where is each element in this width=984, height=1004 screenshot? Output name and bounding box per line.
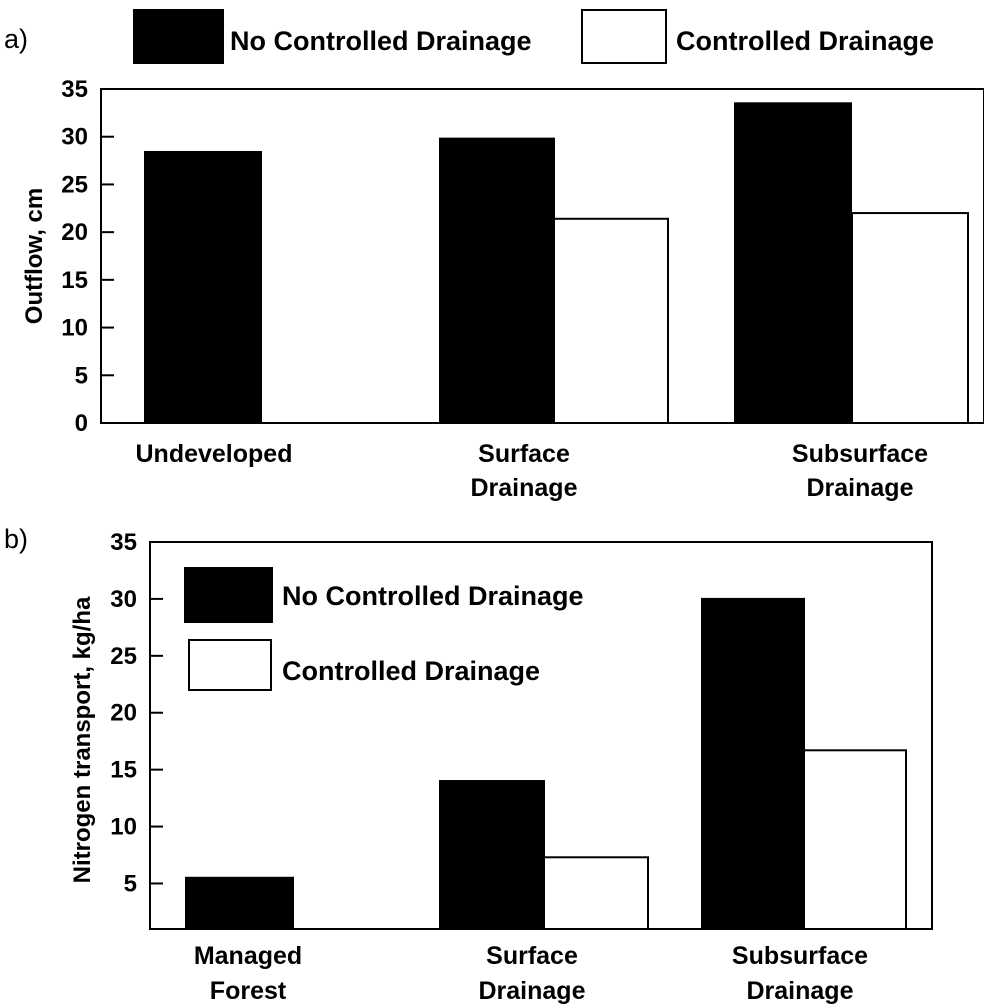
panel-b-y-axis-title: Nitrogen transport, kg/ha xyxy=(69,596,96,883)
panel-b-category-label-line: Surface xyxy=(486,942,578,970)
panel-b-bar-no-controlled xyxy=(439,780,545,930)
panel-b-y-tick-label: 10 xyxy=(110,814,137,841)
panel-a-y-ticks: 0 5 10 15 20 25 30 35 xyxy=(61,76,114,437)
panel-b-bars xyxy=(185,597,907,931)
panel-a-bar-no-controlled xyxy=(439,137,555,424)
panel-b-category-label: Subsurface Drainage xyxy=(732,942,868,1004)
panel-b-y-ticks: 5 10 15 20 25 30 35 xyxy=(110,529,163,897)
panel-b-y-tick-label: 5 xyxy=(124,870,137,897)
panel-a-legend-swatch-no-controlled xyxy=(133,9,224,64)
panel-b-bar-controlled xyxy=(803,749,907,930)
panel-b-category-labels: Managed Forest Surface Drainage Subsurface Dr… xyxy=(194,942,868,1004)
panel-b-category-label: Managed Forest xyxy=(194,942,302,1004)
panel-a-y-tick-label: 0 xyxy=(75,410,88,437)
panel-b-y-tick-label: 25 xyxy=(110,643,137,670)
panel-a-bar-no-controlled xyxy=(734,102,852,424)
panel-a-category-labels: Undeveloped Surface Drainage Subsurface Drai… xyxy=(136,440,929,502)
panel-b-category-label-line: Drainage xyxy=(479,977,586,1004)
panel-a-category-label: Subsurface Drainage xyxy=(792,440,928,502)
panel-a-legend-label-controlled: Controlled Drainage xyxy=(676,26,934,56)
panel-b-category-label: Surface Drainage xyxy=(479,942,586,1004)
panel-a-legend-swatch-controlled xyxy=(581,9,667,64)
panel-b-y-tick-label: 35 xyxy=(110,529,137,556)
panel-a-bar-no-controlled xyxy=(144,150,262,425)
panel-b-bar-no-controlled xyxy=(701,597,805,930)
panel-a-label: a) xyxy=(4,24,28,54)
panel-a-y-tick-label: 20 xyxy=(61,219,88,246)
panel-b-bar-controlled xyxy=(543,856,649,931)
panel-a-category-label: Undeveloped xyxy=(136,440,293,468)
panel-a-y-tick-label: 30 xyxy=(61,124,88,151)
panel-a-category-label: Surface Drainage xyxy=(471,440,578,502)
panel-b-y-tick-label: 30 xyxy=(110,586,137,613)
panel-a-y-tick-label: 35 xyxy=(61,76,88,103)
panel-b-label: b) xyxy=(4,524,28,554)
panel-b: b) No Controlled Drainage Controlled Dra… xyxy=(4,524,933,1004)
panel-a-category-label-line: Surface xyxy=(478,440,570,468)
panel-a-y-tick-label: 25 xyxy=(61,171,88,198)
panel-a-y-tick-label: 15 xyxy=(61,267,88,294)
panel-a-y-tick-label: 10 xyxy=(61,315,88,342)
panel-b-category-label-line: Forest xyxy=(210,977,287,1004)
panel-b-legend-swatch-controlled xyxy=(188,639,272,691)
panel-b-category-label-line: Drainage xyxy=(747,977,854,1004)
panel-b-category-label-line: Managed xyxy=(194,942,302,970)
panel-a-bar-controlled xyxy=(553,217,669,424)
panel-a-category-label-line: Drainage xyxy=(807,474,914,502)
panel-b-category-label-line: Subsurface xyxy=(732,942,868,970)
panel-a-legend-label-no-controlled: No Controlled Drainage xyxy=(230,26,532,56)
panel-a-bar-controlled xyxy=(851,212,969,424)
panel-a-category-label-line: Subsurface xyxy=(792,440,928,468)
panel-a: a) No Controlled Drainage Controlled Dra… xyxy=(4,9,984,502)
panel-a-y-axis-title: Outflow, cm xyxy=(21,188,48,324)
panel-a-category-label-line: Drainage xyxy=(471,474,578,502)
panel-b-y-tick-label: 15 xyxy=(110,757,137,784)
panel-a-y-tick-label: 5 xyxy=(75,362,88,389)
panel-b-legend-label-controlled: Controlled Drainage xyxy=(282,656,540,686)
panel-b-legend-swatch-no-controlled xyxy=(184,567,273,623)
panel-b-y-tick-label: 20 xyxy=(110,700,137,727)
panel-a-bars xyxy=(144,102,969,425)
panel-b-bar-no-controlled xyxy=(185,876,294,931)
panel-b-legend-label-no-controlled: No Controlled Drainage xyxy=(282,581,584,611)
panel-a-category-label-line: Undeveloped xyxy=(136,440,293,468)
